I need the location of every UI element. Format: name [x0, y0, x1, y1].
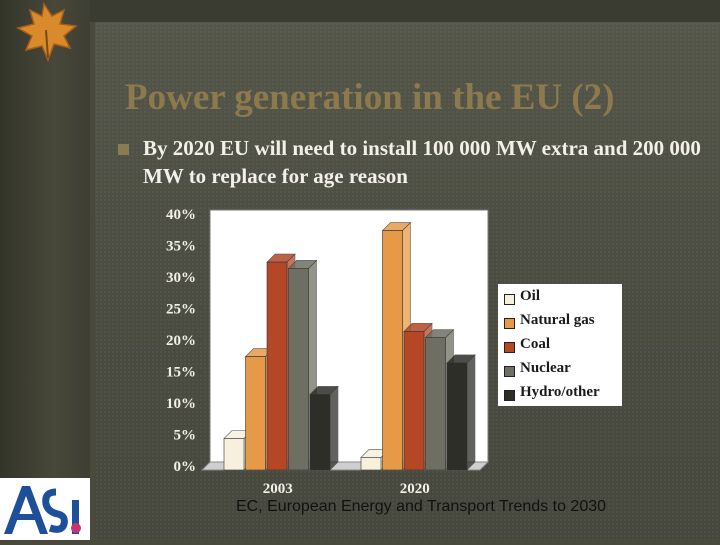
legend-label: Coal — [520, 336, 550, 352]
y-tick-label: 25% — [166, 302, 196, 318]
source-caption: EC, European Energy and Transport Trends… — [236, 498, 607, 515]
legend-label: Oil — [520, 288, 541, 304]
legend-item-oil: Oil — [504, 288, 622, 310]
x-tick-label: 2003 — [263, 481, 293, 497]
legend-item-nuclear: Nuclear — [504, 360, 622, 382]
y-tick-label: 30% — [166, 270, 196, 286]
autumn-leaf-icon — [16, 2, 78, 63]
legend-label: Natural gas — [520, 312, 595, 328]
asi-logo — [0, 478, 90, 540]
legend-swatch — [504, 294, 515, 305]
legend-swatch — [504, 390, 515, 401]
y-tick-label: 0% — [174, 459, 197, 475]
legend-swatch — [504, 342, 515, 353]
y-tick-label: 35% — [166, 239, 196, 255]
legend-label: Nuclear — [520, 360, 571, 376]
bullet-square — [118, 144, 129, 155]
bar-oil-2020 — [360, 448, 390, 471]
y-tick-label: 15% — [166, 365, 196, 381]
y-tick-label: 10% — [166, 396, 196, 412]
bar-hydro-other-2020 — [446, 354, 476, 471]
x-tick-label: 2020 — [400, 481, 430, 497]
legend-label: Hydro/other — [520, 384, 600, 400]
legend-item-coal: Coal — [504, 336, 622, 358]
top-band — [90, 0, 720, 22]
legend-swatch — [504, 318, 515, 329]
y-tick-label: 5% — [174, 428, 197, 444]
bullet-text: By 2020 EU will need to install 100 000 … — [143, 136, 701, 188]
chart-legend: Oil Natural gas Coal Nuclear Hydro/other — [498, 284, 622, 406]
left-strip — [0, 0, 90, 540]
slide-title: Power generation in the EU (2) — [125, 77, 615, 118]
y-tick-label: 40% — [166, 207, 196, 223]
legend-item-hydro-other: Hydro/other — [504, 384, 622, 406]
legend-swatch — [504, 366, 515, 377]
bar-hydro-other-2003 — [309, 385, 339, 471]
y-tick-label: 20% — [166, 333, 196, 349]
asi-logo-mark — [4, 486, 81, 534]
legend-item-natural-gas: Natural gas — [504, 312, 622, 334]
